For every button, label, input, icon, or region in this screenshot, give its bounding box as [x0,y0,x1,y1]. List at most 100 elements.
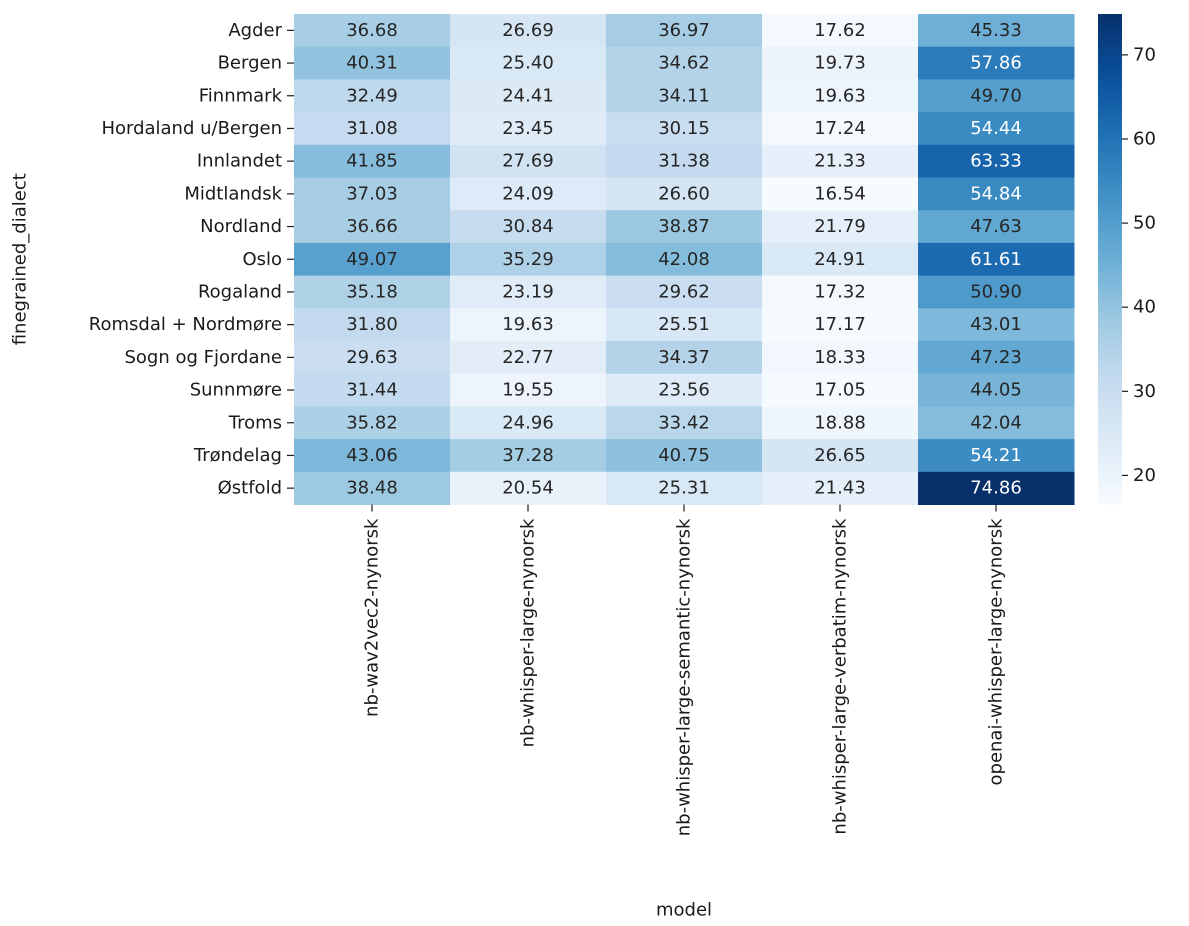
heatmap-cell [294,210,451,244]
cell-value-label: 30.84 [502,216,554,237]
cell-value-label: 40.31 [346,53,398,74]
heatmap-cell [450,471,607,505]
cell-value-label: 43.06 [346,445,398,466]
heatmap-cell [762,275,919,309]
heatmap-cell [918,373,1075,407]
heatmap-cell [294,79,451,113]
cell-value-label: 74.86 [970,478,1022,499]
heatmap-cell [294,46,451,80]
heatmap-cell [606,112,763,146]
cell-value-label: 47.63 [970,216,1022,237]
cell-value-label: 20.54 [502,478,554,499]
heatmap-cell [606,373,763,407]
cell-value-label: 61.61 [970,249,1022,270]
cell-value-label: 25.40 [502,53,554,74]
cell-value-label: 49.70 [970,85,1022,106]
heatmap-cells: 36.68 26.69 36.97 17.62 45.33 40.31 25.40 34.62… [294,14,1075,505]
y-tick-label: Oslo [242,249,282,270]
cell-value-label: 54.44 [970,118,1022,139]
heatmap-cell [762,210,919,244]
colorbar-tick-label: 60 [1133,128,1156,149]
cell-value-label: 32.49 [346,85,398,106]
cell-value-label: 54.21 [970,445,1022,466]
cell-value-label: 25.51 [658,314,710,335]
heatmap-cell [294,14,451,48]
cell-value-label: 40.75 [658,445,710,466]
heatmap-cell [918,144,1075,178]
cell-value-label: 36.66 [346,216,398,237]
heatmap-cell [762,308,919,342]
colorbar-gradient [1098,14,1122,505]
x-axis: nb-wav2vec2-nynorsk nb-whisper-large-nyno… [362,504,1007,836]
heatmap-cell [606,275,763,309]
heatmap-cell [450,341,607,375]
heatmap-cell [918,308,1075,342]
heatmap-cell [294,341,451,375]
heatmap-cell [450,112,607,146]
heatmap-cell [762,373,919,407]
cell-value-label: 26.69 [502,20,554,41]
cell-value-label: 29.62 [658,281,710,302]
heatmap-cell [762,46,919,80]
y-tick-label: Sogn og Fjordane [124,347,282,368]
heatmap-cell [450,144,607,178]
heatmap-cell [918,177,1075,211]
heatmap-cell [762,471,919,505]
cell-value-label: 45.33 [970,20,1022,41]
cell-value-label: 21.33 [814,151,866,172]
cell-value-label: 54.84 [970,183,1022,204]
cell-value-label: 19.55 [502,380,554,401]
heatmap-cell [294,112,451,146]
cell-value-label: 31.38 [658,151,710,172]
heatmap-cell [606,14,763,48]
y-tick-label: Rogaland [198,281,282,302]
cell-value-label: 18.33 [814,347,866,368]
y-tick-label: Trøndelag [193,445,282,466]
heatmap-cell [294,439,451,473]
cell-value-label: 17.24 [814,118,866,139]
y-tick-label: Finnmark [199,85,283,106]
cell-value-label: 22.77 [502,347,554,368]
heatmap-cell [606,406,763,440]
heatmap-cell [450,14,607,48]
cell-value-label: 31.08 [346,118,398,139]
heatmap-cell [762,112,919,146]
cell-value-label: 41.85 [346,151,398,172]
x-tick-label: openai-whisper-large-nynorsk [986,518,1007,786]
cell-value-label: 42.08 [658,249,710,270]
cell-value-label: 19.73 [814,53,866,74]
heatmap-cell [918,341,1075,375]
cell-value-label: 49.07 [346,249,398,270]
heatmap-cell [606,439,763,473]
cell-value-label: 57.86 [970,53,1022,74]
cell-value-label: 29.63 [346,347,398,368]
heatmap-cell [450,210,607,244]
y-tick-label: Hordaland u/Bergen [101,118,282,139]
heatmap-cell [294,275,451,309]
x-axis-title: model [656,900,712,921]
cell-value-label: 30.15 [658,118,710,139]
heatmap-cell [294,308,451,342]
heatmap-cell [450,79,607,113]
y-tick-label: Troms [228,412,282,433]
cell-value-label: 34.37 [658,347,710,368]
cell-value-label: 24.09 [502,183,554,204]
heatmap-cell [450,308,607,342]
heatmap-cell [606,210,763,244]
colorbar-tick-label: 70 [1133,44,1156,65]
colorbar: 20 30 40 50 60 70 [1098,14,1156,505]
heatmap-cell [606,79,763,113]
cell-value-label: 24.96 [502,412,554,433]
cell-value-label: 36.68 [346,20,398,41]
heatmap-cell [918,471,1075,505]
heatmap-cell [918,275,1075,309]
cell-value-label: 17.17 [814,314,866,335]
cell-value-label: 34.11 [658,85,710,106]
x-tick-label: nb-wav2vec2-nynorsk [362,518,383,717]
heatmap-cell [450,177,607,211]
heatmap-cell [762,242,919,277]
y-tick-label: Bergen [218,53,282,74]
y-tick-label: Østfold [218,478,282,499]
x-tick-label: nb-whisper-large-verbatim-nynorsk [830,518,851,835]
cell-value-label: 17.05 [814,380,866,401]
